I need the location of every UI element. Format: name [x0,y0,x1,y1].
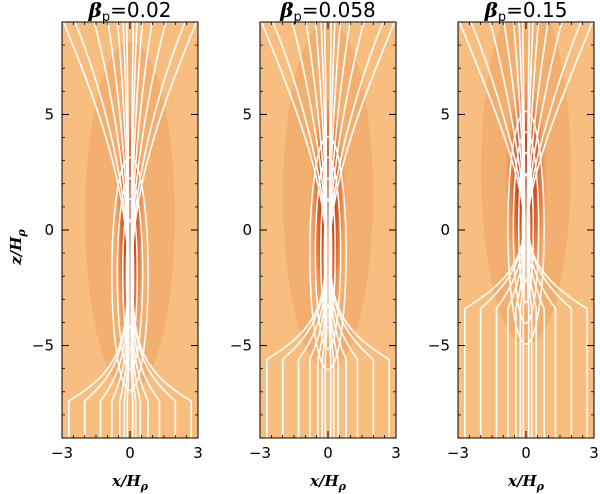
y-tick-label: −5 [32,337,54,355]
x-tick-label: 3 [589,444,599,462]
x-axis-label-subscript: ρ [536,480,545,493]
x-axis-label: x/Hρ [309,472,347,493]
heatmap-1 [62,22,198,438]
field-line [527,22,594,438]
field-loop [517,152,535,304]
density-core [113,77,147,378]
field-loop [116,177,144,371]
title-subscript: p [294,10,302,25]
x-axis-label-main: x/H [507,472,537,490]
x-tick-label: 3 [391,444,401,462]
x-axis-label-main: x/H [111,472,141,490]
density-core [307,69,349,345]
x-tick-label: −3 [51,444,73,462]
y-axis-label-subscript: ρ [15,229,28,238]
field-loop [323,198,333,308]
title-subscript: p [102,10,110,25]
field-loop [309,135,347,371]
panel-title: βp=0.15 [484,0,568,25]
field-line [458,22,525,438]
title-symbol: β [88,0,102,22]
field-loop [512,131,540,325]
panel-2: −3 0 3 −5 0 5 βp=0.058 x/Hρ [230,0,401,493]
y-axis-label: z/Hρ [7,229,28,266]
x-tick-label: 0 [521,444,531,462]
y-tick-label: 0 [440,221,450,239]
panel-3: −3 0 3 −5 0 5 βp=0.15 x/Hρ [428,0,599,493]
x-tick-label: 3 [193,444,203,462]
y-tick-label: 5 [44,105,54,123]
x-axis-label-subscript: ρ [338,480,347,493]
field-line [131,22,198,438]
y-axis-label-main: z/H [7,236,25,266]
x-tick-label: 0 [323,444,333,462]
field-loop [521,172,531,283]
y-tick-label: −5 [428,337,450,355]
field-loop [319,177,337,329]
title-value: =0.058 [302,0,376,22]
x-axis-label-main: x/H [309,472,339,490]
title-symbol: β [279,0,293,22]
x-tick-label: −3 [249,444,271,462]
x-tick-label: 0 [125,444,135,462]
heatmap-3 [458,22,594,438]
y-tick-label: 5 [440,105,450,123]
y-tick-label: 5 [242,105,252,123]
field-loop [111,156,149,392]
panel-title: βp=0.058 [279,0,376,25]
field-loop [121,198,139,350]
x-axis-label: x/Hρ [111,472,149,493]
field-line [329,22,396,438]
y-tick-label: −5 [230,337,252,355]
field-loop [125,219,135,329]
title-symbol: β [484,0,498,22]
title-value: =0.02 [110,0,171,22]
x-tick-label: −3 [447,444,469,462]
field-loop [314,156,342,350]
panel-title: βp=0.02 [88,0,172,25]
title-subscript: p [498,10,506,25]
y-tick-label: 0 [44,221,54,239]
x-axis-label-subscript: ρ [140,480,149,493]
heatmap-2 [260,22,396,438]
panel-1: −3 0 3 −5 0 5 βp=0.02 x/Hρ [32,0,203,493]
title-value: =0.15 [506,0,567,22]
x-axis-label: x/Hρ [507,472,545,493]
y-tick-label: 0 [242,221,252,239]
field-line [62,22,129,438]
field-loop [507,110,545,345]
field-line [260,22,327,438]
